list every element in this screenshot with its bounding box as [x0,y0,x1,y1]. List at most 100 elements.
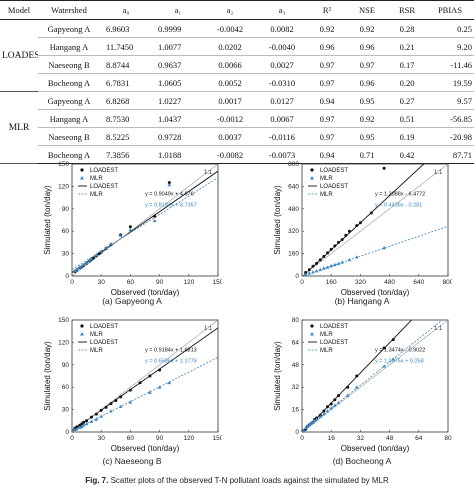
y-tick-label: 640 [288,183,299,190]
legend-label: LOADEST [320,184,348,190]
data-point-mlr [303,272,308,276]
data-point-mlr [318,267,323,272]
table-cell: 0.42 [388,145,426,164]
y-tick-label: 120 [58,339,69,346]
data-point-loadest [138,381,142,385]
data-point-mlr [311,270,315,274]
x-axis-label: Observed (ton/day) [111,444,180,453]
x-axis-label: Observed (ton/day) [341,444,410,453]
data-point-mlr [302,428,306,432]
data-point-mlr [303,425,308,430]
trendline-mlr [72,357,218,432]
x-tick-label: 480 [384,279,395,286]
y-tick-label: 90 [62,206,70,213]
x-tick-label: 48 [386,435,394,442]
table-cell: 0.94 [308,91,346,110]
table-cell: 0.9999 [152,19,204,38]
data-point-loadest [91,256,95,260]
y-tick-label: 320 [288,228,299,235]
table-cell: 1.0077 [152,37,204,56]
equation-mlr: y = 0.8194x + 8.7357 [145,203,197,209]
table-cell: 7.3856 [100,145,152,164]
data-point-mlr [336,400,341,404]
x-tick-label: 0 [300,279,304,286]
legend-marker-mlr [310,332,314,336]
table-cell: 6.7831 [100,73,152,92]
data-point-mlr [307,271,312,275]
data-point-loadest [326,405,330,409]
x-tick-label: 150 [213,279,222,286]
table-cell: 0.97 [346,55,388,74]
y-axis-label: Simulated (ton/day) [273,341,282,411]
equation-loadest: y = 1.3474x - 0.9022 [375,347,425,353]
legend-label: LOADEST [90,340,118,346]
table-cell: Hangang A [38,109,100,128]
data-point-mlr [322,411,326,416]
equation-loadest: y = 1.2088x - 6.4772 [375,191,425,197]
table-cell: 0.96 [346,73,388,92]
legend-label: MLR [320,192,333,198]
plot-area [72,164,218,276]
table-cell: Naeseong B [38,55,100,74]
table-cell: Gapyeong A [38,91,100,110]
x-tick-label: 80 [444,435,452,442]
table-row: LOADEST Gapyeong A 6.9603 0.9999 -0.0042… [0,19,474,92]
one-to-one-label: 1:1 [434,326,443,332]
data-point-mlr [314,268,319,273]
table-cell: Hangang A [38,37,100,56]
equation-mlr: y = 0.4438x - 0.281 [375,203,422,209]
one-to-one-label: 1:1 [434,170,443,176]
table-cell: 0.51 [388,109,426,128]
table-cell: -11.46 [426,55,474,74]
x-tick-label: 0 [70,435,74,442]
data-point-loadest [358,221,362,225]
x-tick-label: 90 [156,279,164,286]
legend-marker-mlr [310,176,314,180]
data-point-mlr [99,249,103,253]
figure-label: Fig. 7. [85,476,109,485]
table-cell: 0.0127 [256,91,308,110]
data-point-loadest [75,425,79,429]
legend-label: LOADEST [90,324,118,330]
data-point-loadest [344,233,348,237]
data-point-mlr [325,409,330,413]
data-point-loadest [304,271,308,274]
legend-label: MLR [90,332,103,338]
table-cell: -0.0082 [204,145,256,164]
x-tick-label: 64 [415,435,423,442]
data-point-loadest [307,268,311,272]
table-row: Naeseong B 8.5225 0.9728 0.0037 -0.0116 … [0,127,474,146]
table-cell: -56.85 [426,109,474,128]
legend-marker-loadest [310,324,314,328]
data-point-mlr [167,182,172,187]
data-point-loadest [329,402,333,406]
data-point-loadest [355,374,359,378]
y-tick-label: 480 [288,206,299,213]
table-cell: -20.98 [426,127,474,146]
x-tick-label: 0 [70,279,74,286]
data-point-loadest [89,415,93,419]
data-point-loadest [326,251,330,255]
data-point-mlr [75,267,79,271]
data-point-loadest [114,399,118,403]
data-point-loadest [318,258,322,262]
table-cell: -0.0040 [256,37,308,56]
table-cell: 0.0202 [204,37,256,56]
table-cell: 0.25 [426,19,474,38]
data-point-mlr [354,385,359,389]
equation-mlr: y = 1.0375x + 0.258 [375,359,424,365]
table-cell: 0.97 [308,109,346,128]
table-cell: 0.9637 [152,55,204,74]
data-point-loadest [347,229,351,233]
y-tick-label: 60 [62,228,70,235]
table-cell: 0.9728 [152,127,204,146]
y-tick-label: 90 [62,362,70,369]
one-to-one-label: 1:1 [204,170,213,176]
x-tick-label: 120 [183,279,194,286]
y-axis-label: Simulated (ton/day) [43,185,52,255]
data-point-mlr [333,403,337,407]
data-point-mlr [128,400,133,404]
table-cell: 0.28 [388,19,426,38]
table-row: Naeseong B 8.8744 0.9637 0.0066 0.0027 0… [0,55,474,74]
